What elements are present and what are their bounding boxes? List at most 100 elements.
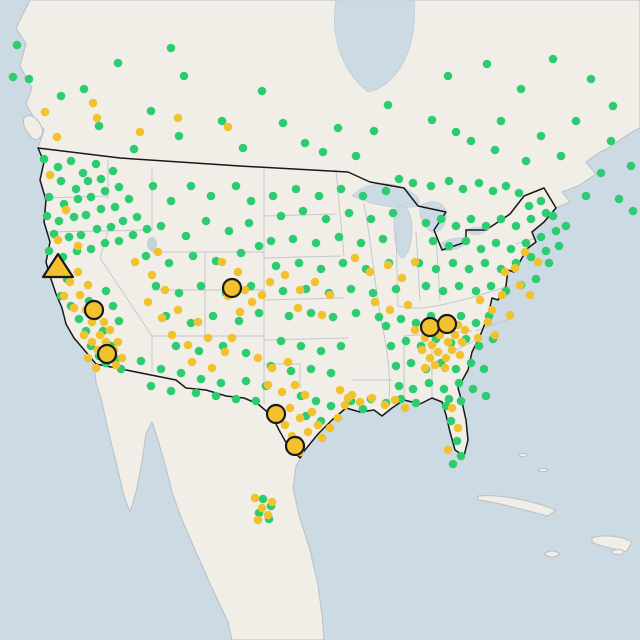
green-status-dot[interactable] xyxy=(186,181,196,191)
yellow-status-dot[interactable] xyxy=(300,390,310,400)
green-status-dot[interactable] xyxy=(391,284,401,294)
green-status-dot[interactable] xyxy=(448,459,458,469)
green-status-dot[interactable] xyxy=(326,401,336,411)
yellow-status-dot[interactable] xyxy=(87,337,97,347)
green-status-dot[interactable] xyxy=(606,136,616,146)
green-status-dot[interactable] xyxy=(544,258,554,268)
green-status-dot[interactable] xyxy=(481,221,491,231)
green-status-dot[interactable] xyxy=(548,211,558,221)
yellow-status-dot[interactable] xyxy=(267,363,277,373)
yellow-status-dot[interactable] xyxy=(253,353,263,363)
green-status-dot[interactable] xyxy=(571,116,581,126)
green-status-dot[interactable] xyxy=(468,384,478,394)
green-status-dot[interactable] xyxy=(374,312,384,322)
yellow-status-dot[interactable] xyxy=(490,330,500,340)
green-status-dot[interactable] xyxy=(488,186,498,196)
yellow-status-dot[interactable] xyxy=(117,353,127,363)
event-circle-marker[interactable] xyxy=(284,435,306,457)
green-status-dot[interactable] xyxy=(608,101,618,111)
yellow-status-dot[interactable] xyxy=(167,330,177,340)
yellow-status-dot[interactable] xyxy=(135,127,145,137)
yellow-status-dot[interactable] xyxy=(91,363,101,373)
green-status-dot[interactable] xyxy=(148,181,158,191)
green-status-dot[interactable] xyxy=(356,238,366,248)
green-status-dot[interactable] xyxy=(254,308,264,318)
yellow-status-dot[interactable] xyxy=(533,257,543,267)
green-status-dot[interactable] xyxy=(291,184,301,194)
green-status-dot[interactable] xyxy=(151,281,161,291)
green-status-dot[interactable] xyxy=(431,264,441,274)
yellow-status-dot[interactable] xyxy=(88,98,98,108)
green-status-dot[interactable] xyxy=(96,204,106,214)
green-status-dot[interactable] xyxy=(286,366,296,376)
yellow-status-dot[interactable] xyxy=(400,403,410,413)
green-status-dot[interactable] xyxy=(71,184,81,194)
green-status-dot[interactable] xyxy=(438,286,448,296)
green-status-dot[interactable] xyxy=(129,144,139,154)
green-status-dot[interactable] xyxy=(174,288,184,298)
yellow-status-dot[interactable] xyxy=(475,295,485,305)
green-status-dot[interactable] xyxy=(481,391,491,401)
green-status-dot[interactable] xyxy=(114,316,124,326)
yellow-status-dot[interactable] xyxy=(487,305,497,315)
green-status-dot[interactable] xyxy=(114,236,124,246)
green-status-dot[interactable] xyxy=(234,316,244,326)
green-status-dot[interactable] xyxy=(482,59,492,69)
green-status-dot[interactable] xyxy=(42,211,52,221)
green-status-dot[interactable] xyxy=(12,40,22,50)
green-status-dot[interactable] xyxy=(521,238,531,248)
yellow-status-dot[interactable] xyxy=(263,510,273,520)
green-status-dot[interactable] xyxy=(186,318,196,328)
green-status-dot[interactable] xyxy=(536,232,546,242)
green-status-dot[interactable] xyxy=(614,194,624,204)
green-status-dot[interactable] xyxy=(451,221,461,231)
yellow-status-dot[interactable] xyxy=(99,317,109,327)
yellow-status-dot[interactable] xyxy=(427,340,437,350)
green-status-dot[interactable] xyxy=(316,346,326,356)
yellow-status-dot[interactable] xyxy=(240,285,250,295)
yellow-status-dot[interactable] xyxy=(92,113,102,123)
green-status-dot[interactable] xyxy=(501,181,511,191)
green-status-dot[interactable] xyxy=(471,286,481,296)
yellow-status-dot[interactable] xyxy=(283,357,293,367)
yellow-status-dot[interactable] xyxy=(473,333,483,343)
yellow-status-dot[interactable] xyxy=(367,393,377,403)
yellow-status-dot[interactable] xyxy=(520,247,530,257)
yellow-status-dot[interactable] xyxy=(160,285,170,295)
green-status-dot[interactable] xyxy=(476,244,486,254)
green-status-dot[interactable] xyxy=(336,341,346,351)
green-status-dot[interactable] xyxy=(91,159,101,169)
green-status-dot[interactable] xyxy=(146,106,156,116)
green-status-dot[interactable] xyxy=(166,386,176,396)
green-status-dot[interactable] xyxy=(446,416,456,426)
yellow-status-dot[interactable] xyxy=(525,290,535,300)
green-status-dot[interactable] xyxy=(366,214,376,224)
green-status-dot[interactable] xyxy=(300,138,310,148)
green-status-dot[interactable] xyxy=(316,264,326,274)
green-status-dot[interactable] xyxy=(251,396,261,406)
yellow-status-dot[interactable] xyxy=(397,273,407,283)
green-status-dot[interactable] xyxy=(451,127,461,137)
green-status-dot[interactable] xyxy=(536,131,546,141)
yellow-status-dot[interactable] xyxy=(441,353,451,363)
green-status-dot[interactable] xyxy=(188,251,198,261)
green-status-dot[interactable] xyxy=(421,218,431,228)
yellow-status-dot[interactable] xyxy=(403,300,413,310)
yellow-status-dot[interactable] xyxy=(433,347,443,357)
yellow-status-dot[interactable] xyxy=(203,333,213,343)
yellow-status-dot[interactable] xyxy=(267,497,277,507)
green-status-dot[interactable] xyxy=(208,311,218,321)
yellow-status-dot[interactable] xyxy=(447,403,457,413)
yellow-status-dot[interactable] xyxy=(365,267,375,277)
yellow-status-dot[interactable] xyxy=(227,333,237,343)
yellow-status-dot[interactable] xyxy=(440,363,450,373)
green-status-dot[interactable] xyxy=(386,341,396,351)
green-status-dot[interactable] xyxy=(176,368,186,378)
green-status-dot[interactable] xyxy=(351,308,361,318)
yellow-status-dot[interactable] xyxy=(285,403,295,413)
green-status-dot[interactable] xyxy=(411,398,421,408)
green-status-dot[interactable] xyxy=(383,100,393,110)
green-status-dot[interactable] xyxy=(480,258,490,268)
green-status-dot[interactable] xyxy=(411,318,421,328)
green-status-dot[interactable] xyxy=(278,286,288,296)
